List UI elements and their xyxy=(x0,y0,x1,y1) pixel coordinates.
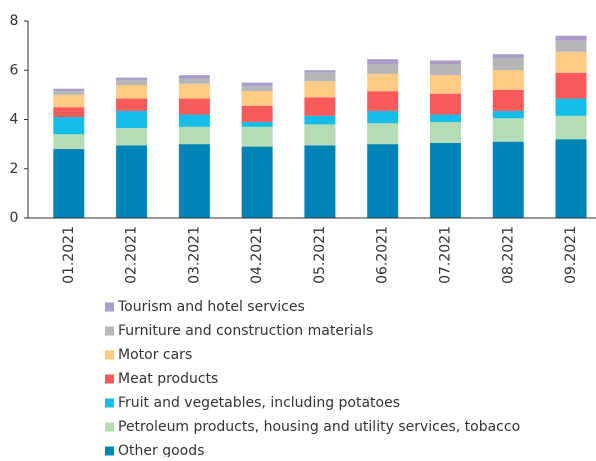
y-tick-label: 6 xyxy=(10,62,19,78)
bar-segment xyxy=(241,146,273,218)
bar-segment xyxy=(555,139,587,218)
legend-label: Fruit and vegetables, including potatoes xyxy=(118,395,400,411)
legend-label: Furniture and construction materials xyxy=(118,323,373,339)
bar-segment xyxy=(367,110,399,124)
bar-segment xyxy=(429,114,461,122)
bar-segment xyxy=(53,94,85,108)
bar-segment xyxy=(241,91,273,106)
bar-segment xyxy=(429,121,461,143)
bar-segment xyxy=(492,141,524,218)
bar-segment xyxy=(178,83,210,99)
bar-segment xyxy=(116,80,148,86)
bar-segment xyxy=(555,98,587,116)
bar-segment xyxy=(429,64,461,76)
x-tick-label: 05.2021 xyxy=(312,226,328,284)
bar-segment xyxy=(178,144,210,218)
bar-segment xyxy=(555,115,587,140)
bar-segment xyxy=(178,75,210,79)
bar-segment xyxy=(367,59,399,65)
bar-segment xyxy=(53,149,85,218)
bar-segment xyxy=(492,54,524,58)
bar-segment xyxy=(429,60,461,65)
bar-segment xyxy=(53,91,85,95)
legend-label: Other goods xyxy=(118,443,204,457)
bar-segment xyxy=(555,35,587,41)
bar-segment xyxy=(178,114,210,127)
bar-segment xyxy=(555,72,587,99)
bar-segment xyxy=(178,98,210,115)
bar-segment xyxy=(367,144,399,218)
x-tick-label: 01.2021 xyxy=(61,226,77,284)
bar-segment xyxy=(304,97,336,116)
bar-segment xyxy=(116,110,148,129)
bar-segment xyxy=(492,70,524,90)
bar-segment xyxy=(492,89,524,111)
bar-segment xyxy=(367,123,399,145)
y-tick-label: 4 xyxy=(10,112,19,128)
bar-segment xyxy=(178,78,210,84)
legend-swatch xyxy=(105,446,114,456)
bar-segment xyxy=(53,117,85,135)
bar-segment xyxy=(555,40,587,52)
x-tick-label: 06.2021 xyxy=(375,226,391,284)
x-tick-label: 03.2021 xyxy=(186,226,202,284)
bar-segment xyxy=(116,77,148,81)
y-tick-label: 0 xyxy=(10,210,19,226)
bar-segment xyxy=(555,51,587,73)
bar-segment xyxy=(241,126,273,147)
x-tick-label: 04.2021 xyxy=(249,226,265,284)
legend-label: Meat products xyxy=(118,371,218,387)
bar-segment xyxy=(304,70,336,73)
legend-swatch xyxy=(105,302,114,312)
legend-label: Tourism and hotel services xyxy=(117,299,305,315)
legend-swatch xyxy=(105,326,114,336)
bar-segment xyxy=(116,145,148,218)
bar-segment xyxy=(367,64,399,74)
legend-swatch xyxy=(105,350,114,360)
bar-segment xyxy=(304,115,336,125)
bar-segment xyxy=(116,128,148,146)
bar-segment xyxy=(241,121,273,127)
y-tick-label: 2 xyxy=(10,161,19,177)
bar-segment xyxy=(241,82,273,87)
bar-segment xyxy=(429,93,461,115)
bar-segment xyxy=(241,105,273,122)
bar-segment xyxy=(367,73,399,92)
y-tick-label: 8 xyxy=(10,13,19,29)
bar-segment xyxy=(178,126,210,145)
bar-segment xyxy=(116,85,148,99)
bar-segment xyxy=(53,134,85,150)
bar-segment xyxy=(53,88,85,92)
bar-segment xyxy=(492,118,524,142)
x-tick-label: 07.2021 xyxy=(437,226,453,284)
bar-segment xyxy=(116,98,148,111)
bar-segment xyxy=(492,57,524,71)
legend-swatch xyxy=(105,422,114,432)
x-tick-label: 09.2021 xyxy=(563,226,579,284)
x-tick-label: 08.2021 xyxy=(500,226,516,284)
bar-segment xyxy=(492,110,524,119)
legend-label: Petroleum products, housing and utility … xyxy=(118,419,520,435)
legend-swatch xyxy=(105,374,114,384)
bar-segment xyxy=(429,75,461,94)
legend-swatch xyxy=(105,398,114,408)
bar-segment xyxy=(304,145,336,218)
bar-segment xyxy=(53,107,85,118)
bar-segment xyxy=(304,124,336,146)
bar-segment xyxy=(241,86,273,92)
bar-segment xyxy=(304,81,336,98)
bar-segment xyxy=(304,72,336,82)
bar-segment xyxy=(367,91,399,111)
x-tick-label: 02.2021 xyxy=(124,226,140,284)
bar-segment xyxy=(429,142,461,218)
legend-label: Motor cars xyxy=(118,347,192,363)
